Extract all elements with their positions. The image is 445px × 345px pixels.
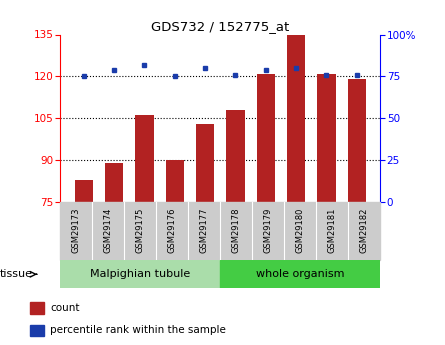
Text: Malpighian tubule: Malpighian tubule — [90, 269, 190, 279]
Bar — [105, 163, 123, 202]
Text: GSM29182: GSM29182 — [360, 208, 369, 253]
Bar — [135, 115, 154, 202]
Text: GSM29175: GSM29175 — [136, 208, 145, 253]
Text: whole organism: whole organism — [256, 269, 344, 279]
Bar — [30, 325, 44, 336]
Bar — [220, 260, 380, 288]
Text: count: count — [50, 303, 80, 313]
Bar — [60, 260, 220, 288]
Bar — [196, 124, 214, 202]
Bar — [257, 73, 275, 202]
Text: GSM29176: GSM29176 — [168, 208, 177, 253]
Bar — [227, 110, 245, 202]
Text: GSM29178: GSM29178 — [232, 208, 241, 253]
Text: GSM29180: GSM29180 — [296, 208, 305, 253]
Bar — [166, 160, 184, 202]
Bar — [30, 302, 44, 314]
Bar — [75, 179, 93, 202]
Bar — [287, 34, 305, 202]
Text: GSM29177: GSM29177 — [200, 208, 209, 253]
Title: GDS732 / 152775_at: GDS732 / 152775_at — [151, 20, 289, 33]
Text: percentile rank within the sample: percentile rank within the sample — [50, 325, 226, 335]
Text: GSM29173: GSM29173 — [72, 208, 81, 253]
Text: GSM29181: GSM29181 — [328, 208, 337, 253]
Text: tissue: tissue — [0, 269, 33, 279]
Bar — [317, 73, 336, 202]
Text: GSM29174: GSM29174 — [104, 208, 113, 253]
Bar — [348, 79, 366, 202]
Text: GSM29179: GSM29179 — [264, 208, 273, 253]
